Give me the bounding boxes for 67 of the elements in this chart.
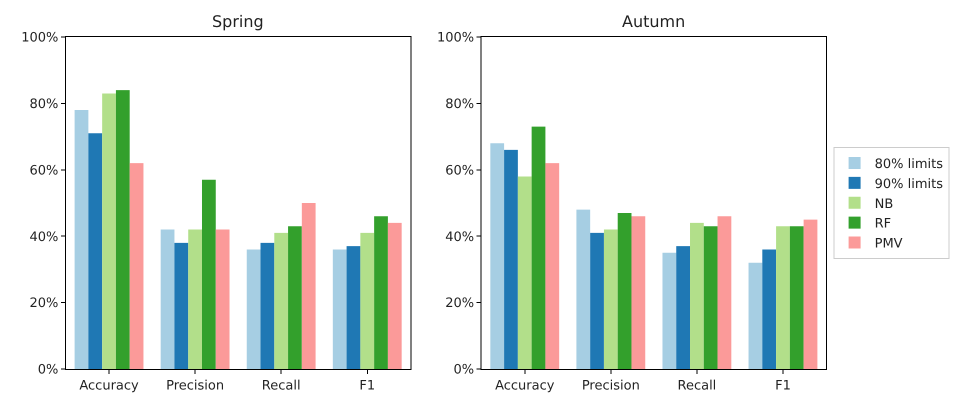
bar bbox=[202, 180, 216, 369]
bar bbox=[576, 210, 590, 369]
bar bbox=[776, 226, 790, 369]
chart-title: Autumn bbox=[622, 12, 686, 31]
bar bbox=[504, 150, 518, 369]
bar bbox=[704, 226, 718, 369]
y-tick-label: 80% bbox=[445, 96, 474, 112]
y-tick-label: 20% bbox=[29, 296, 58, 312]
y-tick-label: 100% bbox=[436, 30, 474, 46]
x-tick-label: Recall bbox=[678, 378, 716, 394]
bar bbox=[532, 126, 546, 369]
bar bbox=[618, 212, 632, 369]
bar bbox=[74, 110, 88, 369]
x-tick-label: Recall bbox=[262, 378, 301, 394]
bar bbox=[346, 246, 360, 369]
x-tick-label: F1 bbox=[359, 378, 376, 394]
bar bbox=[748, 262, 762, 369]
bar bbox=[116, 90, 130, 369]
y-tick-label: 0% bbox=[38, 362, 58, 378]
bar bbox=[762, 249, 776, 369]
bar bbox=[246, 249, 261, 369]
legend-label: RF bbox=[874, 216, 892, 232]
legend-label: NB bbox=[874, 196, 894, 212]
bar bbox=[388, 222, 402, 369]
bar bbox=[302, 203, 316, 369]
x-tick-label: Accuracy bbox=[79, 378, 140, 394]
x-tick-label: Accuracy bbox=[495, 378, 555, 394]
bar bbox=[676, 246, 690, 369]
bar bbox=[631, 216, 646, 369]
y-tick-label: 0% bbox=[453, 362, 474, 378]
legend-label: PMV bbox=[874, 236, 903, 252]
y-tick-label: 20% bbox=[445, 296, 474, 312]
y-tick-label: 100% bbox=[21, 30, 58, 46]
bar bbox=[102, 93, 116, 369]
bar bbox=[274, 232, 288, 369]
bar bbox=[88, 133, 102, 369]
bar bbox=[260, 242, 274, 369]
bar bbox=[490, 143, 504, 369]
bar bbox=[130, 163, 144, 369]
bar bbox=[360, 232, 374, 369]
bar bbox=[160, 230, 174, 369]
y-tick-label: 40% bbox=[445, 230, 474, 245]
bar bbox=[216, 230, 230, 369]
x-tick-label: Precision bbox=[582, 378, 640, 394]
bar bbox=[174, 242, 188, 369]
bar bbox=[374, 216, 388, 369]
bar bbox=[332, 249, 347, 369]
legend-label: 80% limits bbox=[874, 157, 944, 172]
bar bbox=[590, 232, 604, 369]
y-tick-label: 80% bbox=[29, 96, 58, 112]
bar bbox=[718, 216, 732, 369]
bar bbox=[518, 176, 532, 369]
bar bbox=[188, 230, 202, 369]
y-tick-label: 60% bbox=[29, 163, 58, 178]
legend-label: 90% limits bbox=[874, 176, 944, 192]
bar bbox=[604, 230, 618, 369]
bar bbox=[288, 226, 302, 369]
bar bbox=[804, 220, 818, 369]
bar bbox=[690, 222, 704, 369]
chart-title: Spring bbox=[212, 12, 264, 31]
y-tick-label: 60% bbox=[445, 163, 474, 178]
bar bbox=[545, 163, 560, 369]
x-tick-label: Precision bbox=[166, 378, 224, 394]
bar bbox=[790, 226, 804, 369]
x-tick-label: F1 bbox=[775, 378, 791, 394]
bar bbox=[662, 252, 676, 369]
y-tick-label: 40% bbox=[29, 230, 58, 245]
